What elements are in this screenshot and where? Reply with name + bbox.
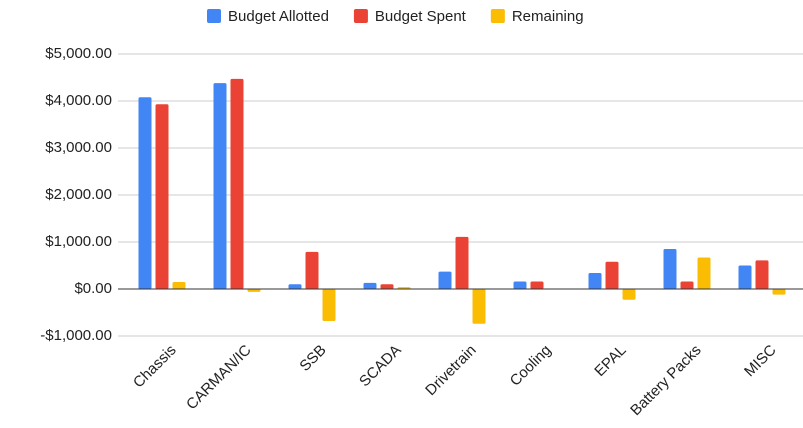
- x-tick-label: Battery Packs: [627, 342, 704, 419]
- bar: [155, 104, 169, 289]
- bar: [772, 289, 786, 295]
- x-tick-label: Drivetrain: [422, 342, 479, 399]
- legend-swatch: [353, 9, 368, 23]
- x-tick-label: Chassis: [130, 342, 180, 392]
- bar: [438, 271, 452, 289]
- bar: [247, 289, 261, 292]
- bar: [322, 289, 336, 321]
- bar: [680, 281, 694, 289]
- x-tick-label: EPAL: [591, 342, 629, 380]
- bar: [755, 260, 769, 289]
- bar: [622, 289, 636, 300]
- bar: [172, 281, 186, 289]
- bar: [288, 284, 302, 289]
- bar: [455, 236, 469, 289]
- bar: [380, 284, 394, 289]
- bar: [230, 78, 244, 289]
- bar: [513, 281, 527, 289]
- x-tick-label: MISC: [741, 341, 780, 380]
- y-tick-label: $5,000.00: [45, 45, 112, 62]
- y-tick-label: $2,000.00: [45, 186, 112, 203]
- y-tick-label: $0.00: [74, 280, 112, 297]
- x-tick-label: CARMAN/IC: [183, 341, 255, 413]
- bar: [738, 265, 752, 289]
- legend-label: Budget Allotted: [228, 8, 329, 25]
- y-tick-label: -$1,000.00: [40, 327, 112, 344]
- bar: [472, 289, 486, 324]
- bar: [530, 281, 544, 289]
- y-tick-label: $4,000.00: [45, 92, 112, 109]
- x-tick-label: SSB: [296, 342, 329, 375]
- y-tick-label: $1,000.00: [45, 233, 112, 250]
- legend-label: Remaining: [512, 8, 584, 25]
- bar: [663, 249, 677, 289]
- legend-swatch: [207, 9, 221, 23]
- x-tick-label: SCADA: [356, 342, 405, 391]
- legend-swatch: [490, 9, 505, 23]
- bar: [213, 83, 227, 289]
- bar: [363, 282, 377, 289]
- y-tick-label: $3,000.00: [45, 139, 112, 156]
- bar: [305, 251, 319, 289]
- bar: [138, 97, 152, 290]
- x-tick-label: Cooling: [507, 342, 555, 390]
- bar: [588, 273, 602, 289]
- bar: [697, 257, 711, 289]
- bar: [605, 261, 619, 289]
- legend-label: Budget Spent: [375, 8, 467, 25]
